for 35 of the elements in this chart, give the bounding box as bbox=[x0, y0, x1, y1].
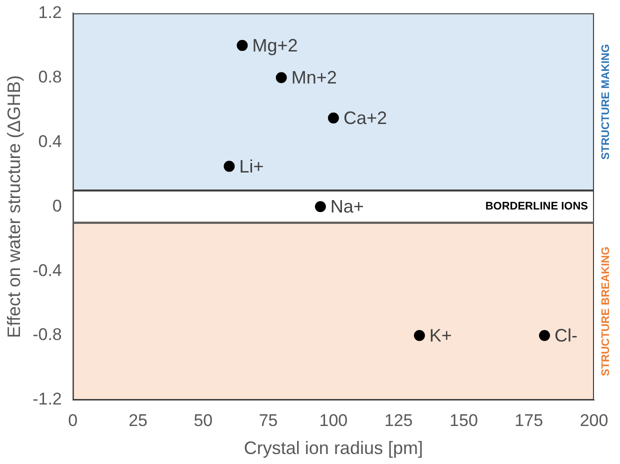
point bbox=[236, 40, 248, 51]
annotation: Mg+2 bbox=[252, 35, 298, 56]
y-axis-title: Effect on water structure (ΔGHB) bbox=[4, 75, 24, 338]
point bbox=[538, 330, 550, 342]
band-label: STRUCTURE MAKING bbox=[600, 44, 612, 160]
annotation: Cl- bbox=[554, 326, 578, 346]
annotation: K+ bbox=[429, 326, 452, 346]
annotation: Li+ bbox=[239, 156, 264, 176]
band-label: STRUCTURE BREAKING bbox=[600, 246, 612, 376]
x-tick-label: 75 bbox=[258, 410, 278, 430]
y-tick-label: 0.8 bbox=[38, 67, 62, 86]
point bbox=[328, 112, 339, 124]
x-axis-title: Crystal ion radius [pm] bbox=[244, 438, 423, 458]
y-tick-label: -0.4 bbox=[32, 260, 62, 280]
x-tick-label: 175 bbox=[514, 410, 544, 430]
x-tick-label: 0 bbox=[68, 410, 78, 430]
x-tick-label: 125 bbox=[384, 410, 413, 430]
point bbox=[414, 330, 425, 342]
x-tick-label: 200 bbox=[580, 410, 608, 430]
y-tick-label: 0 bbox=[52, 196, 62, 216]
y-tick-label: -1.2 bbox=[32, 390, 62, 409]
annotation: Ca+2 bbox=[343, 108, 387, 128]
y-tick-label: 1.2 bbox=[38, 2, 62, 22]
point bbox=[276, 72, 287, 84]
band-label: BORDERLINE IONS bbox=[485, 200, 588, 213]
x-tick-label: 100 bbox=[319, 410, 348, 430]
point bbox=[314, 201, 326, 212]
y-tick-label: -0.8 bbox=[32, 325, 62, 344]
annotation: Mn+2 bbox=[291, 68, 337, 88]
y-tick-label: 0.4 bbox=[38, 132, 62, 151]
annotation: Na+ bbox=[330, 196, 364, 217]
x-tick-label: 150 bbox=[450, 410, 478, 430]
x-tick-label: 25 bbox=[128, 410, 148, 430]
x-tick-label: 50 bbox=[194, 410, 213, 430]
point bbox=[224, 160, 235, 172]
